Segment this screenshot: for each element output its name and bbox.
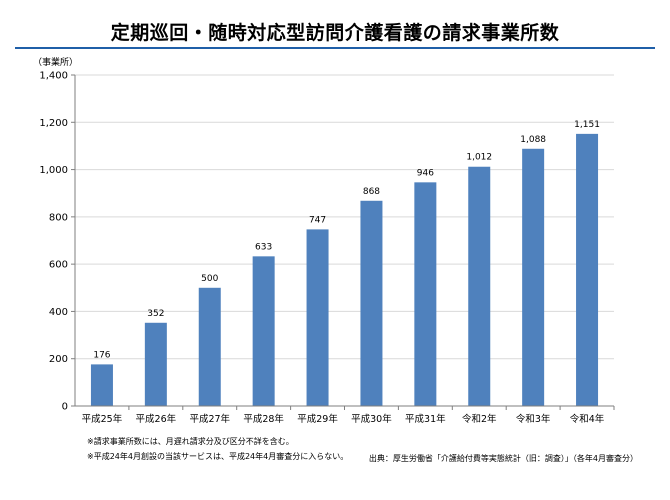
- y-tick-label: 800: [49, 212, 68, 223]
- data-label: 633: [255, 242, 272, 252]
- footnote-2: ※平成24年4月創設の当該サービスは、平成24年4月審査分に入らない。: [87, 452, 349, 461]
- y-tick-label: 0: [62, 402, 68, 413]
- y-tick-label: 1,200: [39, 118, 68, 129]
- x-tick-label: 平成30年: [351, 413, 392, 425]
- y-tick-label: 400: [49, 307, 68, 318]
- y-tick-label: 600: [49, 260, 68, 271]
- data-label: 868: [363, 187, 380, 197]
- footnotes: ※請求事業所数には、月遅れ請求分及び区分不詳を含む。 ※平成24年4月創設の当該…: [87, 434, 348, 464]
- footnote-1: ※請求事業所数には、月遅れ請求分及び区分不詳を含む。: [87, 437, 294, 446]
- bar: [360, 200, 383, 406]
- data-label: 352: [147, 309, 164, 319]
- data-label: 176: [93, 350, 110, 360]
- bar: [414, 182, 437, 406]
- source-note: 出典：厚生労働省「介護給付費等実態統計（旧：調査）」（各年4月審査分）: [368, 454, 638, 463]
- data-label: 1,151: [574, 120, 600, 130]
- data-label: 747: [309, 215, 326, 225]
- bar: [90, 364, 113, 406]
- x-tick-label: 平成25年: [82, 413, 123, 425]
- x-tick-label: 令和4年: [570, 413, 605, 425]
- x-tick-label: 令和3年: [516, 413, 551, 425]
- y-tick-label: 1,000: [39, 165, 68, 176]
- bar: [198, 287, 221, 406]
- title-underline: [15, 47, 655, 49]
- labels: 0 200 400 600 800 1,000 1,200 1,400 176 平成25年 352 平…: [39, 71, 604, 426]
- y-tick-label: 200: [49, 354, 68, 365]
- bar: [252, 256, 275, 406]
- page-title: 定期巡回・随時対応型訪問介護看護の請求事業所数: [110, 22, 560, 44]
- bar: [522, 148, 545, 406]
- bar: [576, 133, 599, 406]
- data-label: 1,012: [466, 153, 492, 163]
- x-tick-label: 平成27年: [189, 413, 230, 425]
- x-tick-label: 平成28年: [243, 413, 284, 425]
- x-tick-label: 平成31年: [405, 413, 446, 425]
- y-axis-unit: （事業所）: [33, 58, 79, 68]
- data-label: 1,088: [520, 135, 546, 145]
- bar: [306, 229, 329, 406]
- axes: [71, 74, 615, 410]
- y-tick-label: 1,400: [39, 71, 68, 82]
- bars: [90, 133, 599, 406]
- x-tick-label: 平成26年: [136, 413, 177, 425]
- bar: [468, 166, 491, 406]
- data-label: 500: [201, 274, 218, 284]
- x-tick-label: 平成29年: [297, 413, 338, 425]
- data-label: 946: [417, 168, 434, 178]
- bar: [144, 322, 167, 406]
- x-tick-label: 令和2年: [462, 413, 497, 425]
